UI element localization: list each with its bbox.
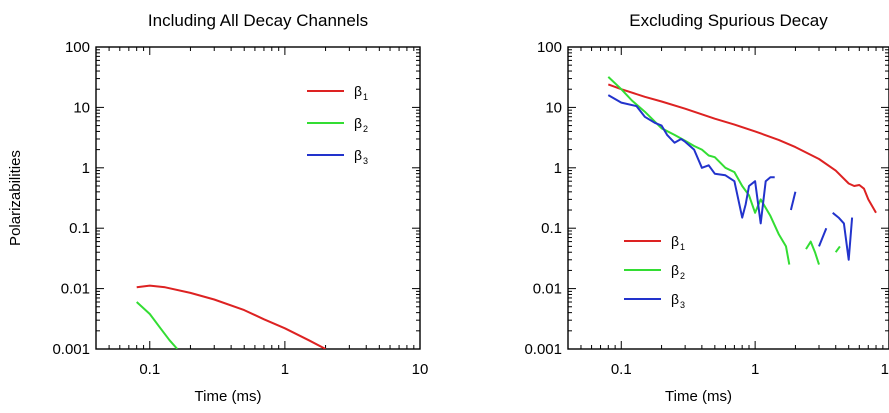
plot-area	[607, 76, 877, 265]
series-line-2	[607, 76, 791, 265]
y-tick-label: 0.01	[533, 281, 562, 298]
y-tick-label: 0.1	[541, 220, 562, 237]
y-tick-label: 1	[82, 160, 90, 177]
y-tick-label: 100	[537, 39, 562, 56]
panel-2: Excluding Spurious Decay 0.1 1 10 100 10 1 0.1 0…	[524, 11, 889, 405]
x-tick-label: 1	[281, 361, 289, 378]
x-tick-label: 1	[751, 361, 759, 378]
x-tick-label: 10	[881, 361, 889, 378]
y-tick-label: 1	[554, 160, 562, 177]
legend-subscript-3: 3	[680, 300, 685, 310]
legend-label-3: β	[354, 147, 362, 163]
legend-subscript-1: 1	[363, 92, 368, 102]
series-line-3	[789, 191, 797, 211]
y-tick-label: 0.001	[524, 341, 562, 358]
series-line-3	[832, 212, 854, 261]
series-line-3	[607, 94, 775, 225]
legend-label-3: β	[671, 291, 679, 307]
legend-label-1: β	[354, 83, 362, 99]
y-tick-label: 10	[73, 99, 90, 116]
chart-title: Excluding Spurious Decay	[629, 11, 828, 30]
y-tick-label: 0.01	[61, 281, 90, 298]
x-axis-label: Time (ms)	[665, 388, 732, 405]
series-line-2	[136, 301, 179, 349]
legend-label-2: β	[354, 115, 362, 131]
series-line-1	[607, 83, 877, 214]
y-axis-label: Polarizabilities	[7, 150, 24, 246]
legend-label-2: β	[671, 262, 679, 278]
legend-subscript-2: 2	[363, 124, 368, 134]
y-tick-label: 0.001	[52, 341, 90, 358]
series-line-1	[136, 284, 327, 349]
y-tick-label: 0.1	[69, 220, 90, 237]
x-tick-label: 0.1	[139, 361, 160, 378]
y-tick-label: 10	[545, 99, 562, 116]
panel-1: Including All Decay Channels 0.1 1 10 100 10 1…	[7, 11, 428, 405]
legend-label-1: β	[671, 233, 679, 249]
x-tick-label: 0.1	[611, 361, 632, 378]
legend-subscript-1: 1	[680, 242, 685, 252]
legend-subscript-2: 2	[680, 271, 685, 281]
legend-subscript-3: 3	[363, 156, 368, 166]
x-axis-label: Time (ms)	[195, 388, 262, 405]
y-tick-label: 100	[65, 39, 90, 56]
series-line-2	[834, 245, 841, 253]
plot-frame	[567, 46, 889, 350]
plot-area	[136, 284, 327, 349]
chart-title: Including All Decay Channels	[148, 11, 368, 30]
series-line-2	[805, 240, 820, 265]
series-line-3	[818, 227, 828, 247]
x-tick-label: 10	[412, 361, 429, 378]
plot-frame	[95, 46, 421, 350]
